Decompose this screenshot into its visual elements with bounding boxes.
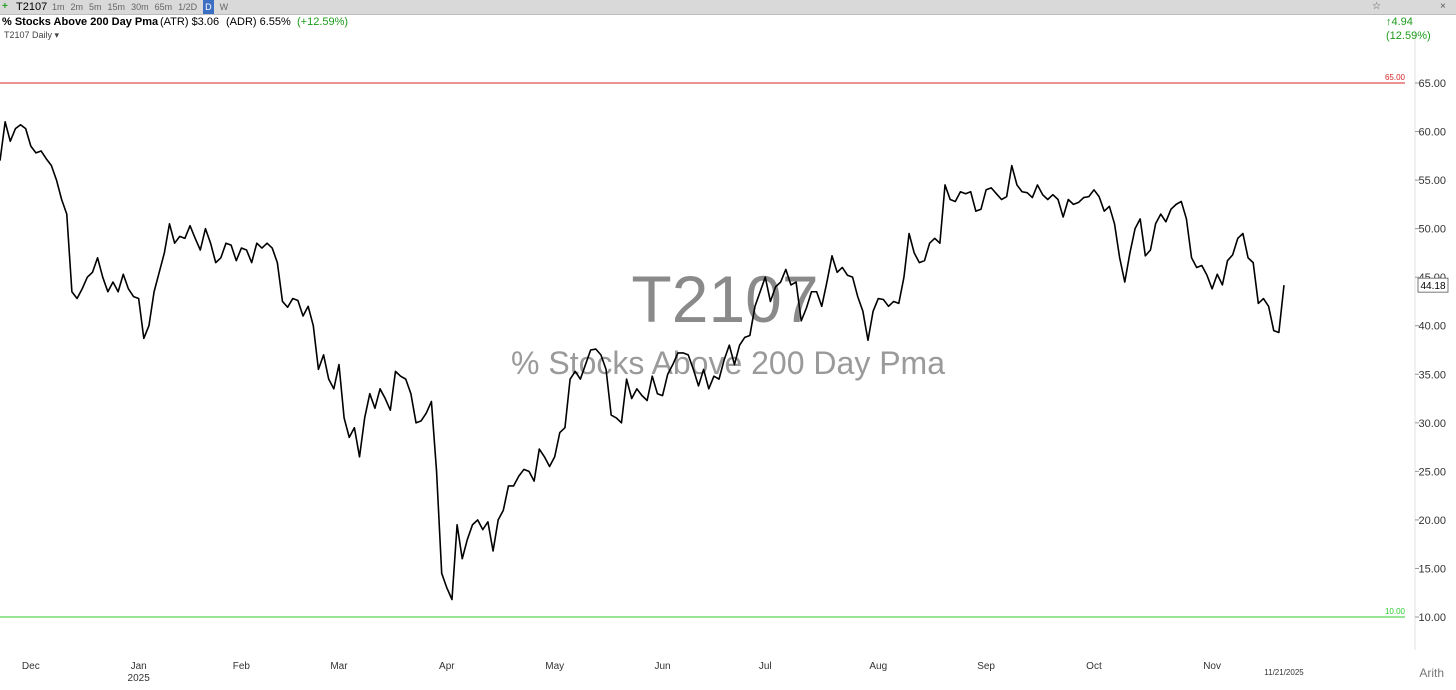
y-tick-label: 25.00 [1418, 466, 1446, 478]
y-tick-label: 35.00 [1418, 369, 1446, 381]
x-tick-label: May [545, 661, 564, 672]
interval-button[interactable]: 2m [70, 2, 84, 12]
watermark-name: % Stocks Above 200 Day Pma [511, 345, 945, 381]
x-tick-label: Aug [869, 661, 887, 672]
x-tick-label: Sep [977, 661, 995, 672]
x-tick-label: Mar [330, 661, 348, 672]
last-value-label: 44.18 [1420, 281, 1445, 292]
y-tick-label: 10.00 [1418, 612, 1446, 624]
interval-button[interactable]: 65m [154, 2, 173, 12]
header: % Stocks Above 200 Day Pma (ATR) $3.06 (… [0, 15, 1456, 42]
x-tick-label: Jan [131, 661, 147, 672]
interval-button[interactable]: 1/2D [178, 2, 198, 12]
reference-label: 65.00 [1385, 73, 1406, 82]
adr: (ADR) 6.55% [226, 16, 291, 28]
right-change-text: 4.94 (12.59%) [1386, 16, 1431, 42]
x-year-label: 2025 [128, 673, 151, 684]
x-tick-label: Dec [22, 661, 40, 672]
y-tick-label: 60.00 [1418, 127, 1446, 139]
close-icon[interactable]: × [1440, 1, 1446, 12]
y-tick-label: 20.00 [1418, 515, 1446, 527]
interval-button[interactable]: 1m [52, 2, 65, 12]
data-line [0, 121, 1285, 601]
interval-button[interactable]: 15m [107, 2, 126, 12]
reference-label: 10.00 [1385, 607, 1406, 616]
interval-bar: 1m 2m 5m 15m 30m 65m 1/2D D W [52, 0, 252, 14]
toolbar: + T2107 1m 2m 5m 15m 30m 65m 1/2D D W ☆ × [0, 0, 1456, 15]
star-icon[interactable]: ☆ [1372, 1, 1381, 12]
y-tick-label: 30.00 [1418, 418, 1446, 430]
last-value-box [1417, 277, 1449, 293]
x-tick-label: 11/21/2025 [1264, 668, 1304, 677]
x-tick-label: Jul [759, 661, 772, 672]
interval-button[interactable]: W [219, 2, 229, 12]
interval-button[interactable]: 30m [131, 2, 149, 12]
y-tick-label: 40.00 [1418, 321, 1446, 333]
atr: (ATR) $3.06 [160, 16, 220, 28]
x-tick-label: Jun [654, 661, 670, 672]
y-tick-label: 50.00 [1418, 224, 1446, 236]
chart-label[interactable]: T2107 Daily ▾ [4, 30, 60, 40]
interval-button[interactable]: 5m [89, 2, 102, 12]
watermark-symbol: T2107 [631, 262, 818, 336]
y-tick-label: 55.00 [1418, 175, 1446, 187]
x-tick-label: Feb [233, 661, 251, 672]
y-tick-label: 65.00 [1418, 78, 1446, 90]
x-tick-label: Oct [1086, 661, 1102, 672]
x-tick-label: Nov [1203, 661, 1221, 672]
scale-mode[interactable]: Arith [1419, 666, 1444, 680]
interval-button[interactable]: D [203, 0, 214, 14]
symbol[interactable]: T2107 [16, 1, 48, 13]
add-icon[interactable]: + [2, 1, 8, 12]
indicator-name: % Stocks Above 200 Day Pma [2, 16, 159, 28]
chart-label-text: T2107 Daily [4, 30, 53, 40]
right-change: ↑4.94 (12.59%) [1386, 16, 1431, 42]
x-tick-label: Apr [439, 661, 455, 672]
change: (+12.59%) [297, 16, 349, 28]
y-tick-label: 15.00 [1418, 563, 1446, 575]
